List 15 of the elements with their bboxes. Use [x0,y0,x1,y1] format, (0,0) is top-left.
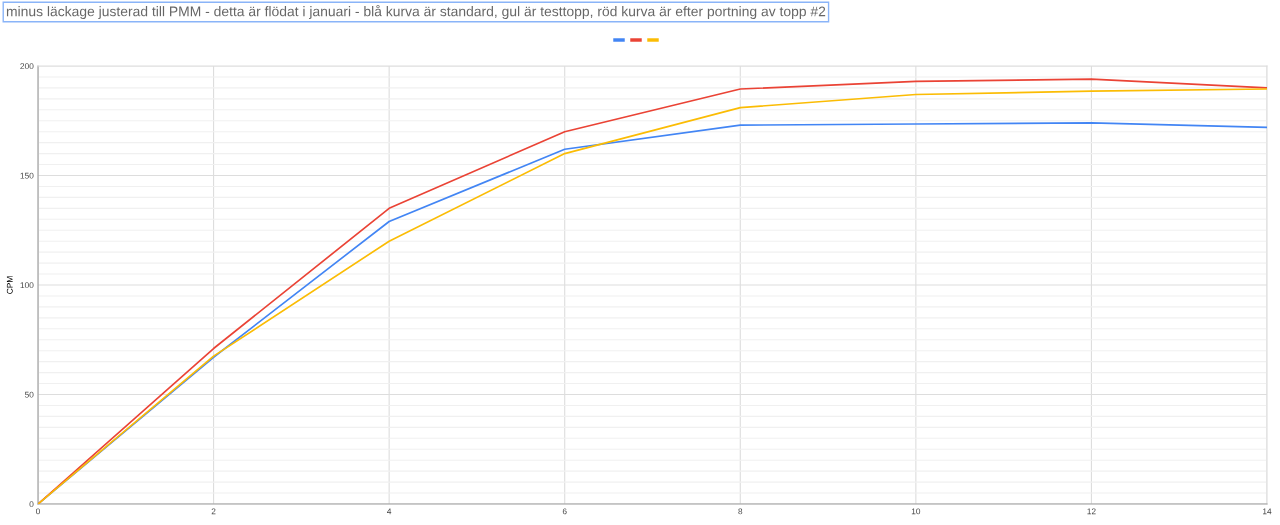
chart-title: minus läckage justerad till PMM - detta är flödat i januari - blå kurva är standard, gul är testtopp, röd kurva är efter portning av topp #2 [6,4,826,20]
x-tick-label: 8 [738,508,743,515]
x-tick-label: 2 [211,508,216,515]
y-tick-label: 100 [20,282,34,289]
y-tick-label: 200 [20,63,34,70]
x-tick-label: 6 [562,508,567,515]
y-axis-title: CPM [6,276,13,294]
y-tick-label: 50 [24,391,34,398]
y-tick-label: 0 [29,501,34,508]
x-tick-label: 4 [387,508,392,515]
x-tick-label: 14 [1263,508,1272,515]
x-tick-label: 12 [1087,508,1096,515]
y-tick-label: 150 [20,172,34,179]
x-tick-label: 0 [36,508,40,515]
x-tick-label: 10 [911,508,921,515]
